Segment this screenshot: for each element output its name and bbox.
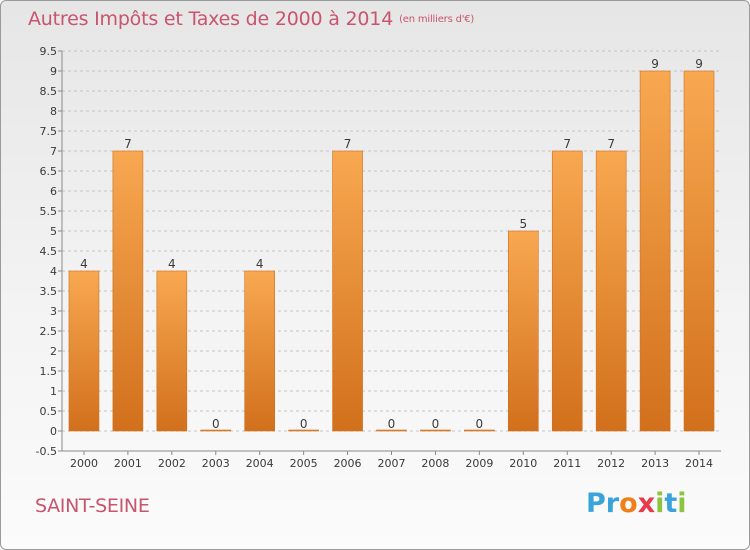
bar-2013: [639, 70, 671, 432]
x-tick-label-2008: 2008: [421, 457, 449, 470]
bar-2014: [683, 70, 715, 432]
data-label-2003: 0: [212, 417, 220, 431]
bar-2004: [244, 270, 275, 432]
data-label-2001: 7: [124, 137, 132, 151]
data-label-2009: 0: [476, 417, 484, 431]
bar-2010: [507, 230, 539, 432]
y-tick-label: 4.5: [40, 245, 58, 258]
y-tick-label: 9: [50, 65, 57, 78]
y-tick-label: 7: [50, 145, 57, 158]
x-tick-label-2010: 2010: [509, 457, 537, 470]
x-tick-label-2001: 2001: [114, 457, 142, 470]
x-tick-label-2005: 2005: [290, 457, 318, 470]
y-tick-label: 6.5: [40, 165, 58, 178]
x-tick-label-2003: 2003: [202, 457, 230, 470]
y-tick-label: 7.5: [40, 125, 58, 138]
data-label-2008: 0: [432, 417, 440, 431]
data-label-2013: 9: [651, 57, 659, 71]
bars: [68, 70, 715, 432]
y-tick-label: 5: [50, 225, 57, 238]
data-label-2007: 0: [388, 417, 396, 431]
chart-title: Autres Impôts et Taxes de 2000 à 2014 (en…: [28, 8, 474, 30]
y-tick-label: 3.5: [40, 285, 58, 298]
commune-name: SAINT-SEINE: [35, 495, 150, 517]
data-labels: 4 7 4 0 4 0 7 0 0 0 5 7 7 9 9: [80, 57, 703, 431]
y-tick-label: 0.5: [40, 405, 58, 418]
x-tick-label-2011: 2011: [553, 457, 581, 470]
data-label-2004: 4: [256, 257, 264, 271]
bar-2001: [112, 150, 144, 432]
x-tick-label-2009: 2009: [465, 457, 493, 470]
bar-2012: [595, 150, 627, 432]
data-label-2005: 0: [300, 417, 308, 431]
axes: 9.5 9 8.5 8 7.5 7 6.5 6 5.5 5 4.5 4 3.5 3 2.5 2 1.5 1 0.5 0…: [36, 45, 721, 470]
y-tick-label: 6: [50, 185, 57, 198]
y-tick-label: 1: [50, 385, 57, 398]
data-label-2002: 4: [168, 257, 176, 271]
bar-2000: [68, 270, 100, 432]
y-tick-label: 8: [50, 105, 57, 118]
bar-2002: [156, 270, 188, 432]
y-tick-label: 1.5: [40, 365, 58, 378]
bar-2006: [332, 150, 363, 432]
data-label-2010: 5: [519, 217, 527, 231]
data-label-2014: 9: [695, 57, 703, 71]
y-tick-label: 3: [50, 305, 57, 318]
bar-2007: [376, 429, 407, 432]
x-tick-label-2004: 2004: [246, 457, 274, 470]
y-tick-label: 5.5: [40, 205, 58, 218]
y-tick-label: 8.5: [40, 85, 58, 98]
y-tick-label: 9.5: [40, 45, 58, 58]
y-tick-label: 2: [50, 345, 57, 358]
y-tick-label: -0.5: [36, 445, 57, 458]
proxiti-logo: Proxiti: [586, 488, 687, 519]
data-label-2012: 7: [607, 137, 615, 151]
bar-2011: [551, 150, 583, 432]
chart-title-main: Autres Impôts et Taxes de 2000 à 2014: [28, 8, 394, 30]
data-label-2011: 7: [563, 137, 571, 151]
x-tick-label-2000: 2000: [70, 457, 98, 470]
chart-title-unit: (en milliers d'€): [399, 14, 475, 25]
x-tick-label-2014: 2014: [685, 457, 713, 470]
x-tick-label-2006: 2006: [334, 457, 362, 470]
data-label-2000: 4: [80, 257, 88, 271]
y-tick-label: 0: [50, 425, 57, 438]
x-tick-label-2012: 2012: [597, 457, 625, 470]
y-tick-label: 2.5: [40, 325, 58, 338]
x-tick-label-2002: 2002: [158, 457, 186, 470]
bar-2008: [420, 429, 451, 432]
data-label-2006: 7: [344, 137, 352, 151]
bar-2009: [464, 429, 495, 432]
x-tick-label-2007: 2007: [378, 457, 406, 470]
bar-2003: [200, 429, 232, 432]
x-tick-label-2013: 2013: [641, 457, 669, 470]
bar-2005: [288, 429, 319, 432]
y-tick-label: 4: [50, 265, 57, 278]
